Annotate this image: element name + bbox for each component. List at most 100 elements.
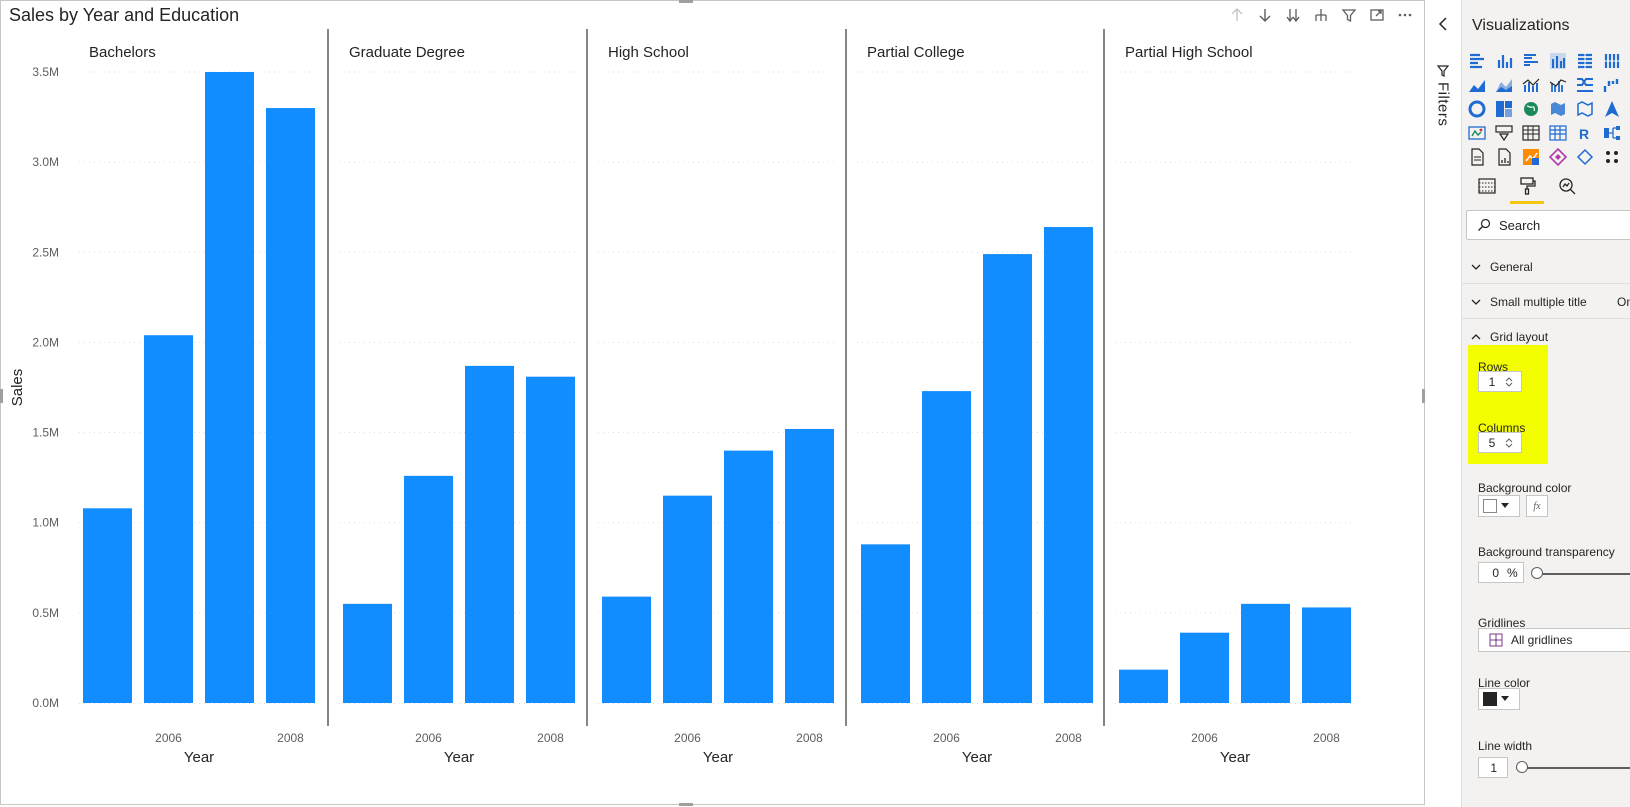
caret-down-icon [1501,503,1509,508]
section-small-multiple-title[interactable]: Small multiple title On [1462,285,1630,319]
r-visual-icon[interactable] [1493,146,1515,168]
format-tab[interactable] [1510,176,1544,204]
line-clustered-column-icon[interactable] [1547,74,1569,96]
background-transparency-label: Background transparency [1478,545,1615,559]
100-bar-icon[interactable] [1574,50,1596,72]
100-column-icon[interactable] [1601,50,1623,72]
arrow-down-icon[interactable] [1256,5,1274,25]
columns-label: Columns [1478,421,1526,435]
line-column-icon[interactable] [1520,74,1542,96]
chevron-left-icon[interactable] [1435,14,1451,34]
line-color-label: Line color [1478,676,1531,690]
python-visual-icon[interactable] [1520,146,1542,168]
gridlines-dropdown[interactable]: All gridlines [1478,628,1630,652]
focus-mode-icon[interactable] [1368,5,1386,25]
fields-tab[interactable] [1476,176,1498,204]
analytics-tab[interactable] [1556,176,1578,204]
pane-title: Visualizations [1472,17,1570,34]
transparency-slider-track[interactable] [1536,573,1630,575]
smart-narrative-icon[interactable] [1601,146,1623,168]
y-tick-label: 0.5M [32,606,59,620]
filters-pane-toggle[interactable]: Filters [1427,64,1459,154]
resize-handle-right[interactable] [1422,389,1425,403]
clustered-bar-icon[interactable] [1520,50,1542,72]
bar-bachelors-2008 [266,108,315,704]
stacked-column-icon[interactable] [1493,50,1515,72]
hierarchy-icon[interactable] [1312,5,1330,25]
panel-title-3: Partial College [867,44,965,61]
x-tick-label: 2008 [1055,731,1082,745]
gauge-icon[interactable] [1493,122,1515,144]
stepper-down-icon[interactable] [1505,443,1513,449]
fields-icon [1478,178,1496,194]
waterfall-chart-icon[interactable] [1601,74,1623,96]
stacked-bar-icon[interactable] [1466,50,1488,72]
more-options-icon[interactable] [1396,5,1414,25]
double-arrow-down-icon[interactable] [1284,5,1302,25]
resize-handle-left[interactable] [0,389,3,403]
treemap-icon[interactable] [1547,98,1569,120]
pane-tabs [1476,176,1578,204]
line-width-slider-track[interactable] [1516,767,1630,769]
stacked-area-icon[interactable] [1493,74,1515,96]
map-icon[interactable] [1574,98,1596,120]
caret-down-icon [1501,696,1509,701]
filter-icon[interactable] [1340,5,1358,25]
pie-chart-icon[interactable] [1493,98,1515,120]
line-width-slider-thumb[interactable] [1516,761,1528,773]
qa-icon[interactable] [1574,146,1596,168]
background-color-picker[interactable] [1478,495,1520,517]
multi-row-card-icon[interactable] [1547,122,1569,144]
filters-label: Filters [1434,82,1452,127]
matrix-icon[interactable] [1466,146,1488,168]
bar-partial-college-2005 [861,544,910,703]
chevron-down-icon [1471,264,1481,270]
resize-handle-bottom[interactable] [679,803,693,806]
stepper-up-icon[interactable] [1505,376,1513,382]
columns-input[interactable] [1479,434,1505,451]
color-swatch [1483,499,1497,513]
x-axis-title: Year [962,749,992,766]
resize-handle-top[interactable] [679,0,693,3]
small-multiples-chart: Sales 0.0M 0.5M 1.0M 1.5M 2.0M 2.5M 3.0M 3.5M Bac… [9,29,1354,766]
columns-stepper [1478,432,1522,453]
filled-map-icon[interactable] [1601,98,1623,120]
conditional-format-button[interactable]: fx [1526,495,1548,517]
scatter-chart-icon[interactable] [1466,98,1488,120]
clustered-column-icon[interactable] [1547,50,1569,72]
transparency-input[interactable] [1479,564,1501,581]
color-swatch [1483,692,1497,706]
area-chart-icon[interactable] [1466,74,1488,96]
small-multiple-title-toggle[interactable]: On [1617,294,1630,309]
search-input[interactable] [1497,216,1627,234]
x-tick-label: 2008 [796,731,823,745]
line-width-input[interactable] [1479,759,1499,776]
card-icon[interactable] [1520,122,1542,144]
panel-title-2: High School [608,44,689,61]
arrow-up-icon[interactable] [1228,5,1246,25]
ribbon-chart-icon[interactable] [1574,74,1596,96]
bar-partial-high-school-2006 [1180,632,1229,703]
section-grid-layout[interactable]: Grid layout [1462,320,1630,354]
section-general[interactable]: General [1462,250,1630,284]
transparency-slider-thumb[interactable] [1531,567,1543,579]
x-tick-label: 2006 [1191,731,1218,745]
section-grid-layout-label: Grid layout [1490,330,1549,344]
visual-container[interactable]: Sales by Year and Education Sales 0.0M 0.5… [0,0,1425,806]
azure-map-icon[interactable] [1466,122,1488,144]
kpi-icon[interactable]: R [1574,122,1596,144]
donut-chart-icon[interactable] [1520,98,1542,120]
decomposition-tree-icon[interactable] [1547,146,1569,168]
gridlines-value: All gridlines [1511,633,1573,647]
line-color-picker[interactable] [1478,688,1520,710]
slicer-icon[interactable] [1601,122,1623,144]
bar-graduate-degree-2007 [465,365,514,703]
search-icon [1478,218,1491,231]
panel-title-0: Bachelors [89,44,156,61]
rows-input[interactable] [1479,373,1505,390]
stepper-down-icon[interactable] [1505,382,1513,388]
stepper-up-icon[interactable] [1505,437,1513,443]
x-axis-title: Year [444,749,474,766]
bar-high-school-2008 [785,428,834,703]
chevron-up-icon [1471,334,1481,340]
